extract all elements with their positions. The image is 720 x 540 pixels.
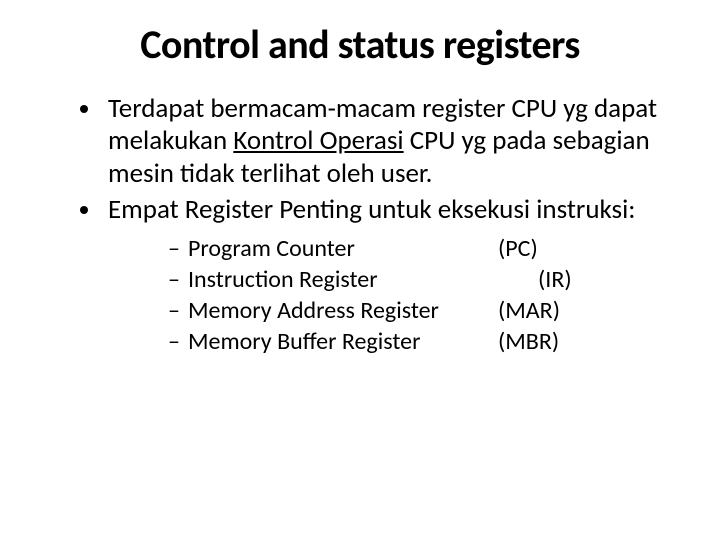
bullet-item-2: Empat Register Penting untuk eksekusi in… bbox=[80, 194, 670, 357]
bullet-item-1: Terdapat bermacam-macam register CPU yg … bbox=[80, 93, 670, 190]
sub-item-1: Program Counter (PC) bbox=[168, 233, 670, 264]
bullet-2-text: Empat Register Penting untuk eksekusi in… bbox=[108, 193, 636, 226]
main-bullet-list: Terdapat bermacam-macam register CPU yg … bbox=[50, 93, 670, 357]
sub-item-3: Memory Address Register (MAR) bbox=[168, 295, 670, 326]
sub-label-4: Memory Buffer Register bbox=[188, 326, 498, 357]
sub-abbr-4: (MBR) bbox=[498, 326, 559, 357]
sub-abbr-2: (IR) bbox=[498, 264, 572, 295]
slide-container: Control and status registers Terdapat be… bbox=[0, 0, 720, 391]
sub-item-2: Instruction Register (IR) bbox=[168, 264, 670, 295]
sub-label-3: Memory Address Register bbox=[188, 295, 498, 326]
sub-bullet-list: Program Counter (PC) Instruction Registe… bbox=[108, 233, 670, 358]
sub-abbr-3: (MAR) bbox=[498, 295, 560, 326]
bullet-1-underline: Kontrol Operasi bbox=[233, 124, 403, 157]
sub-label-1: Program Counter bbox=[188, 233, 498, 264]
sub-item-4: Memory Buffer Register (MBR) bbox=[168, 326, 670, 357]
slide-title: Control and status registers bbox=[50, 20, 670, 69]
sub-abbr-1: (PC) bbox=[498, 233, 538, 264]
sub-label-2: Instruction Register bbox=[188, 264, 498, 295]
